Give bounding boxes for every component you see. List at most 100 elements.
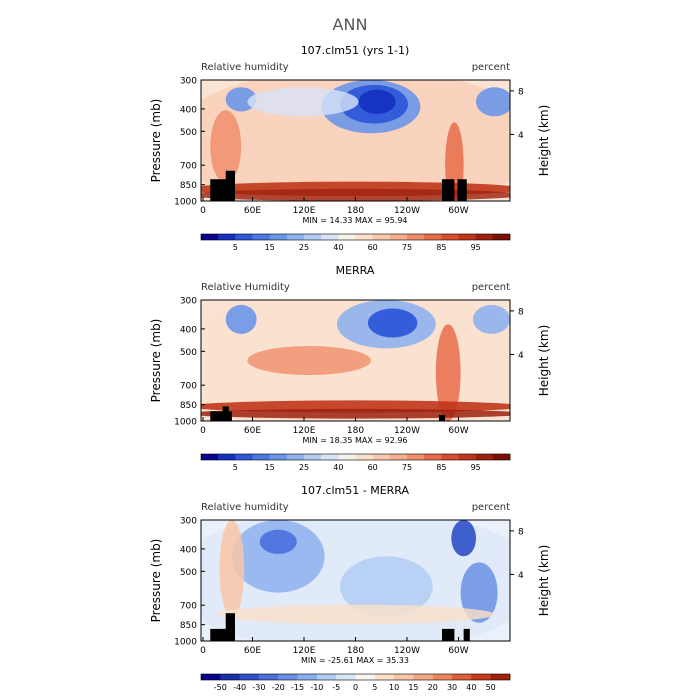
colorbar-swatch [258, 674, 279, 680]
colorbar-swatch [201, 234, 219, 240]
colorbar-label: 40 [466, 683, 476, 692]
terrain-mask [225, 170, 235, 201]
colorbar-swatch [441, 234, 459, 240]
contour-region [219, 520, 245, 617]
y-tick-label: 700 [180, 602, 197, 612]
contour-region [247, 345, 371, 376]
units-label: percent [472, 62, 510, 73]
height-axis-label: Height (km) [537, 105, 551, 176]
y-tick-label: 1000 [174, 638, 197, 648]
colorbar-swatch [413, 674, 434, 680]
colorbar-swatch [458, 234, 476, 240]
x-tick-label: 60W [448, 206, 468, 216]
colorbar-swatch [389, 454, 408, 460]
colorbar-swatch [475, 234, 494, 240]
colorbar-swatch [372, 454, 391, 460]
terrain-mask [438, 414, 446, 421]
x-tick-label: 120W [394, 206, 420, 216]
y-axis-label: Pressure (mb) [149, 319, 163, 403]
y-tick-label: 500 [180, 348, 197, 358]
colorbar-swatch [458, 454, 476, 460]
contour-field [201, 520, 510, 641]
y-tick-label: 300 [180, 517, 197, 527]
colorbar-label: 30 [447, 683, 457, 692]
colorbar-swatch [355, 454, 373, 460]
y-tick-label: 400 [180, 105, 197, 115]
contour-region [340, 556, 433, 617]
x-tick-label: 60E [244, 206, 261, 216]
y-tick-label: 300 [180, 297, 197, 307]
colorbar-swatch [336, 674, 356, 680]
contour-region [247, 87, 359, 117]
colorbar-swatch [407, 454, 425, 460]
colorbar-label: 95 [471, 243, 481, 252]
contour-region [460, 562, 498, 623]
colorbar-label: -5 [332, 683, 340, 692]
colorbar-swatch [201, 674, 221, 680]
panel-title: MERRA [336, 264, 375, 277]
units-label: percent [472, 282, 510, 293]
colorbar-swatch [304, 234, 322, 240]
page-title: ANN [333, 15, 368, 34]
colorbar-swatch [304, 454, 322, 460]
y-tick-label: 500 [180, 568, 197, 578]
y-tick-label: 400 [180, 545, 197, 555]
colorbar-label: 20 [428, 683, 438, 692]
contour-region [225, 87, 257, 112]
colorbar-swatch [407, 234, 425, 240]
contour-region [201, 408, 510, 419]
y-tick-label: 850 [180, 621, 197, 631]
x-tick-label: 0 [200, 426, 206, 436]
terrain-mask [457, 179, 467, 201]
contour-region [472, 304, 510, 334]
colorbar-label: 60 [368, 243, 378, 252]
colorbar-swatch [490, 674, 511, 680]
colorbar-swatch [355, 674, 376, 680]
x-tick-label: 0 [200, 206, 206, 216]
contour-region [451, 520, 477, 557]
colorbar-label: 50 [486, 683, 496, 692]
y-tick-label: 700 [180, 162, 197, 172]
colorbar-swatch [432, 674, 453, 680]
y-tick-label: 850 [180, 181, 197, 191]
terrain-mask [210, 411, 232, 421]
x-tick-label: 60E [244, 426, 261, 436]
y-tick-label: 400 [180, 325, 197, 335]
colorbar-swatch [424, 234, 442, 240]
colorbar-swatch [286, 234, 305, 240]
colorbar-label: -15 [291, 683, 304, 692]
contour-region [210, 110, 242, 183]
colorbar-swatch [201, 454, 219, 460]
y-axis-label: Pressure (mb) [149, 99, 163, 183]
colorbar-swatch [338, 454, 356, 460]
colorbar-swatch [218, 234, 236, 240]
contour-region [201, 188, 510, 201]
colorbar-label: 85 [436, 463, 446, 472]
colorbar-label: 0 [353, 683, 358, 692]
colorbar-label: 25 [299, 463, 309, 472]
colorbar-swatch [321, 454, 339, 460]
colorbar-label: 95 [471, 463, 481, 472]
units-label: percent [472, 502, 510, 513]
colorbar-swatch [355, 234, 373, 240]
y-tick-label: 300 [180, 77, 197, 87]
colorbar: 5 15 25 40 60 75 85 95 [200, 233, 511, 252]
colorbar: 5 15 25 40 60 75 85 95 [200, 453, 511, 472]
colorbar-swatch [235, 234, 253, 240]
colorbar-label: 75 [402, 463, 412, 472]
height-tick-label: 8 [518, 307, 524, 317]
colorbar-swatch [316, 674, 337, 680]
colorbar-frame [200, 673, 511, 681]
x-tick-label: 120E [293, 206, 316, 216]
terrain-mask [222, 406, 229, 421]
variable-label: Relative Humidity [201, 282, 290, 293]
contour-region [476, 87, 510, 117]
colorbar-swatch [220, 674, 240, 680]
colorbar-swatch [374, 674, 395, 680]
terrain-mask [442, 628, 455, 641]
colorbar-swatch [441, 454, 459, 460]
colorbar-swatch [492, 234, 511, 240]
height-tick-label: 8 [518, 87, 524, 97]
colorbar-label: 5 [233, 463, 238, 472]
y-tick-label: 850 [180, 401, 197, 411]
